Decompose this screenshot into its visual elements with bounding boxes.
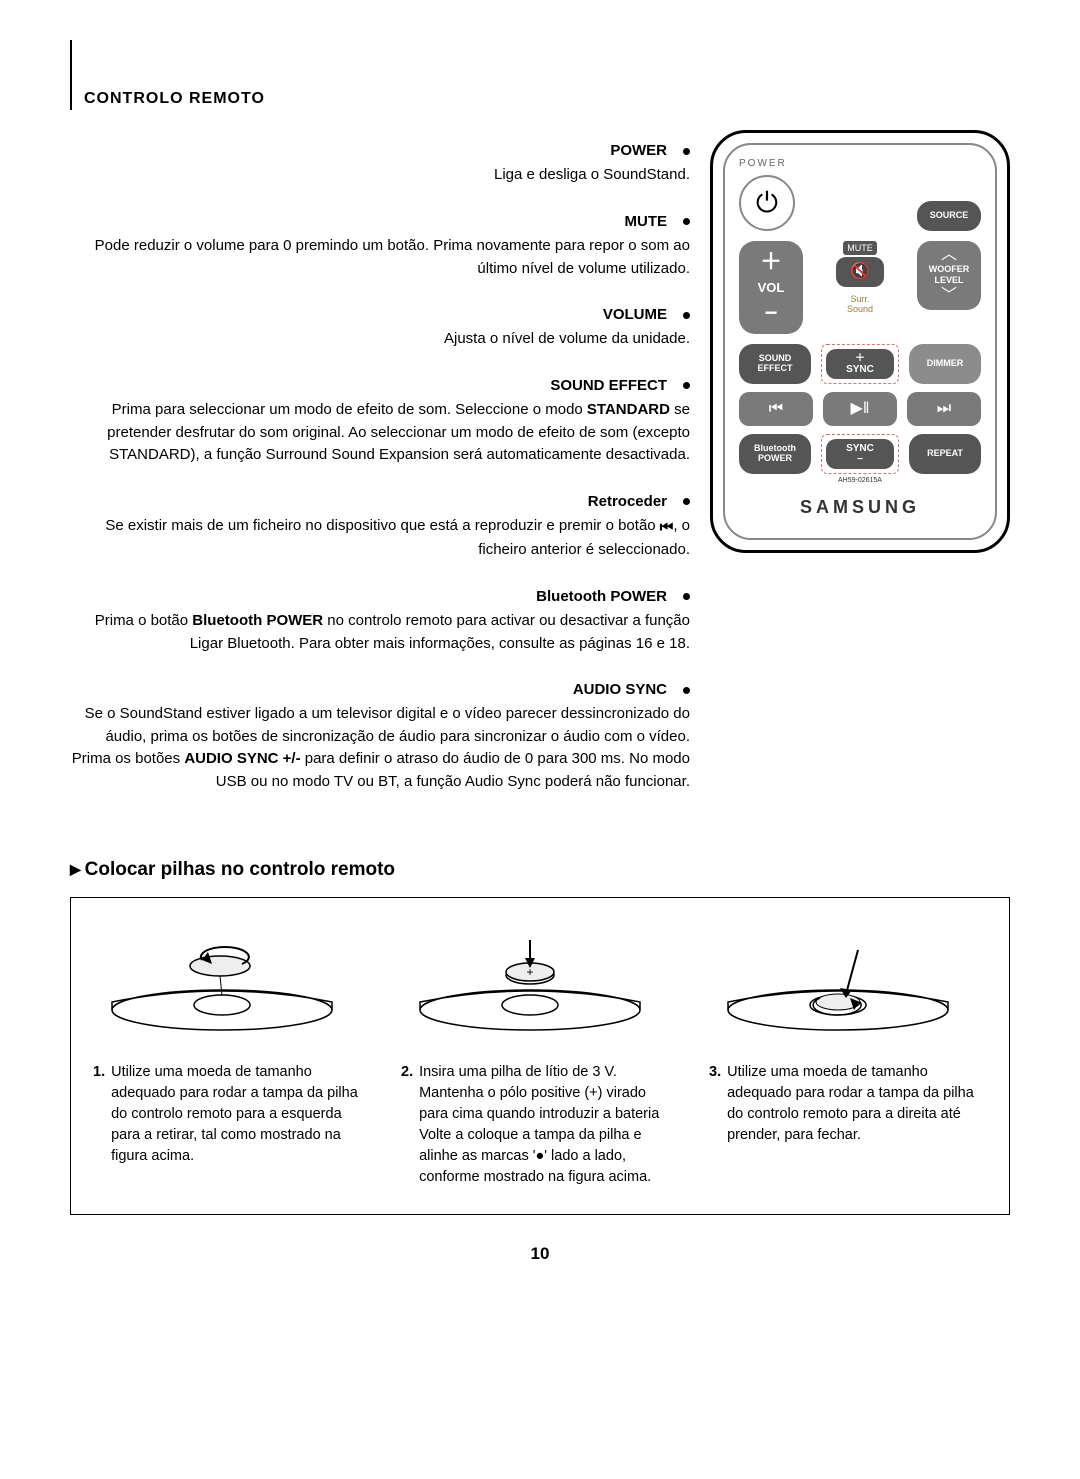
label-desc: Pode reduzir o volume para 0 premindo um… bbox=[70, 235, 690, 280]
remote-outer-shell: POWER ⏻ SOURCE ＋ VOL − bbox=[710, 130, 1010, 553]
remote-descriptions-area: POWER Liga e desliga o SoundStand. MUTE … bbox=[70, 130, 1010, 817]
label-desc: Se existir mais de um ficheiro no dispos… bbox=[70, 515, 690, 562]
label-title: Bluetooth POWER bbox=[536, 587, 690, 607]
battery-heading: Colocar pilhas no controlo remoto bbox=[70, 857, 1010, 883]
mute-label: MUTE bbox=[843, 241, 877, 255]
sound-effect-button[interactable]: SOUND EFFECT bbox=[739, 344, 811, 384]
labels-column: POWER Liga e desliga o SoundStand. MUTE … bbox=[70, 130, 690, 817]
transport-row: ⏮ ▶‖ ⏭ bbox=[739, 392, 981, 426]
text: EFFECT bbox=[758, 364, 793, 374]
plus-icon: ＋ bbox=[739, 251, 803, 273]
mute-button[interactable]: 🔇 bbox=[836, 257, 884, 287]
label-title: VOLUME bbox=[603, 305, 690, 325]
text: LEVEL bbox=[917, 276, 981, 286]
source-button[interactable]: SOURCE bbox=[917, 201, 981, 231]
battery-diagram-2: + bbox=[401, 920, 679, 1040]
power-icon: ⏻ bbox=[756, 184, 778, 222]
label-retroceder: Retroceder Se existir mais de um ficheir… bbox=[70, 491, 690, 562]
label-title: POWER bbox=[610, 141, 690, 161]
text-bold: AUDIO SYNC +/- bbox=[184, 750, 300, 767]
step-text: Utilize uma moeda de tamanho adequado pa… bbox=[111, 1062, 371, 1188]
dimmer-button[interactable]: DIMMER bbox=[909, 344, 981, 384]
label-mute: MUTE Pode reduzir o volume para 0 premin… bbox=[70, 211, 690, 280]
skip-back-icon: ⏮ bbox=[660, 517, 674, 540]
brand-logo: SAMSUNG bbox=[739, 495, 981, 519]
power-label: POWER bbox=[739, 157, 981, 171]
label-desc: Prima para seleccionar um modo de efeito… bbox=[70, 399, 690, 467]
battery-diagrams-row: + bbox=[93, 920, 987, 1040]
label-bluetooth-power: Bluetooth POWER Prima o botão Bluetooth … bbox=[70, 586, 690, 655]
label-audio-sync: AUDIO SYNC Se o SoundStand estiver ligad… bbox=[70, 679, 690, 793]
minus-icon: − bbox=[739, 302, 803, 324]
sync-plus-button[interactable]: ＋ SYNC bbox=[826, 349, 894, 379]
mute-icon: 🔇 bbox=[850, 261, 870, 283]
label-desc: Prima o botão Bluetooth POWER no control… bbox=[70, 610, 690, 655]
vol-label: VOL bbox=[739, 279, 803, 297]
minus-icon: − bbox=[828, 454, 892, 465]
remote-diagram: POWER ⏻ SOURCE ＋ VOL − bbox=[710, 130, 1010, 553]
text: POWER bbox=[758, 454, 792, 464]
sync-minus-group: SYNC − bbox=[821, 434, 899, 474]
bluetooth-power-button[interactable]: Bluetooth POWER bbox=[739, 434, 811, 474]
battery-step-2: 2. Insira uma pilha de lítio de 3 V. Man… bbox=[401, 1062, 679, 1188]
text: SYNC bbox=[828, 364, 892, 375]
text: WOOFER bbox=[917, 265, 981, 275]
text: Prima para seleccionar um modo de efeito… bbox=[112, 401, 587, 418]
label-title: Retroceder bbox=[588, 492, 690, 512]
text: Prima o botão bbox=[95, 612, 193, 629]
text-bold: Bluetooth POWER bbox=[192, 612, 323, 629]
skip-back-icon: ⏮ bbox=[769, 398, 783, 420]
power-button[interactable]: ⏻ bbox=[739, 175, 795, 231]
surround-label: Surr. Sound bbox=[847, 295, 873, 315]
page-number: 10 bbox=[70, 1243, 1010, 1266]
sync-plus-group: ＋ SYNC bbox=[821, 344, 899, 384]
skip-forward-button[interactable]: ⏭ bbox=[907, 392, 981, 426]
text: SYNC bbox=[828, 443, 892, 454]
text: Se o SoundStand estiver ligado a um tele… bbox=[85, 705, 690, 745]
step-text: Utilize uma moeda de tamanho adequado pa… bbox=[727, 1062, 987, 1188]
text: Prima os botões bbox=[72, 750, 185, 767]
skip-forward-icon: ⏭ bbox=[937, 398, 951, 420]
woofer-rocker[interactable]: ︿ WOOFER LEVEL ﹀ bbox=[917, 241, 981, 311]
step-number: 3. bbox=[709, 1062, 721, 1188]
battery-instructions-box: + 1. Utilize uma moeda de tamanho adequa… bbox=[70, 897, 1010, 1215]
label-title: MUTE bbox=[625, 212, 691, 232]
chevron-up-icon: ︿ bbox=[917, 247, 981, 263]
section-title: CONTROLO REMOTO bbox=[84, 88, 265, 110]
step-number: 1. bbox=[93, 1062, 105, 1188]
repeat-button[interactable]: REPEAT bbox=[909, 434, 981, 474]
label-desc: Ajusta o nível de volume da unidade. bbox=[70, 328, 690, 351]
label-title: SOUND EFFECT bbox=[550, 376, 690, 396]
volume-rocker[interactable]: ＋ VOL − bbox=[739, 241, 803, 335]
text: Surr. bbox=[850, 294, 869, 304]
play-pause-button[interactable]: ▶‖ bbox=[823, 392, 897, 426]
remote-inner-shell: POWER ⏻ SOURCE ＋ VOL − bbox=[723, 143, 997, 540]
chevron-down-icon: ﹀ bbox=[917, 288, 981, 304]
play-pause-icon: ▶‖ bbox=[851, 398, 870, 420]
battery-step-1: 1. Utilize uma moeda de tamanho adequado… bbox=[93, 1062, 371, 1188]
battery-steps-row: 1. Utilize uma moeda de tamanho adequado… bbox=[93, 1062, 987, 1188]
battery-step-3: 3. Utilize uma moeda de tamanho adequado… bbox=[709, 1062, 987, 1188]
label-title: AUDIO SYNC bbox=[573, 680, 690, 700]
label-volume: VOLUME Ajusta o nível de volume da unida… bbox=[70, 304, 690, 351]
label-power: POWER Liga e desliga o SoundStand. bbox=[70, 140, 690, 187]
step-text: Insira uma pilha de lítio de 3 V. Manten… bbox=[419, 1062, 679, 1188]
text-bold: STANDARD bbox=[587, 401, 670, 418]
section-header: CONTROLO REMOTO bbox=[70, 40, 1010, 110]
battery-diagram-1 bbox=[93, 920, 371, 1040]
label-desc: Liga e desliga o SoundStand. bbox=[70, 164, 690, 187]
text: Se existir mais de um ficheiro no dispos… bbox=[105, 517, 659, 534]
step-number: 2. bbox=[401, 1062, 413, 1188]
plus-icon: ＋ bbox=[828, 353, 892, 364]
model-number: AH59-02615A bbox=[739, 476, 981, 485]
text: Sound bbox=[847, 304, 873, 314]
skip-back-button[interactable]: ⏮ bbox=[739, 392, 813, 426]
sync-minus-button[interactable]: SYNC − bbox=[826, 439, 894, 469]
label-desc: Se o SoundStand estiver ligado a um tele… bbox=[70, 703, 690, 793]
label-sound-effect: SOUND EFFECT Prima para seleccionar um m… bbox=[70, 375, 690, 467]
battery-diagram-3 bbox=[709, 920, 987, 1040]
